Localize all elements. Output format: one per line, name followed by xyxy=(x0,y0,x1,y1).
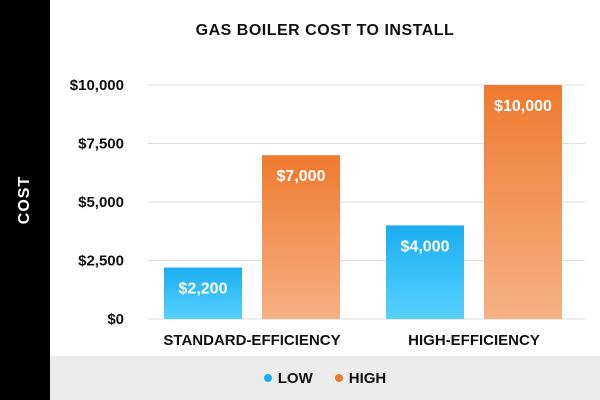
data-label: $4,000 xyxy=(401,238,450,255)
legend-item-high: HIGH xyxy=(334,369,387,387)
legend-label-low: LOW xyxy=(277,369,313,387)
bar-chart: $0 $2,500 $5,000 $7,500 $10,000 $2,200 $7,000 S… xyxy=(70,77,585,349)
legend-swatch-low xyxy=(263,374,272,382)
y-tick-label: $5,000 xyxy=(78,194,124,211)
data-label: $10,000 xyxy=(494,98,552,115)
legend-label-high: HIGH xyxy=(348,369,387,387)
x-category-label: HIGH-EFFICIENCY xyxy=(408,332,540,349)
chart-title: GAS BOILER COST TO INSTALL xyxy=(195,22,455,39)
x-category-label: STANDARD-EFFICIENCY xyxy=(163,332,340,349)
legend: LOW HIGH xyxy=(50,356,600,400)
bar-high xyxy=(484,85,562,319)
y-tick-label: $10,000 xyxy=(70,77,124,94)
y-tick-label: $0 xyxy=(107,311,124,328)
y-tick-label: $7,500 xyxy=(78,136,124,153)
legend-swatch-high xyxy=(334,374,343,382)
bar-high xyxy=(262,155,340,319)
y-axis-label-panel: COST xyxy=(0,0,50,400)
bar-low xyxy=(386,225,464,319)
data-label: $7,000 xyxy=(277,168,326,185)
legend-item-low: LOW xyxy=(263,369,313,387)
data-label: $2,200 xyxy=(179,281,228,298)
y-tick-label: $2,500 xyxy=(78,253,124,270)
bar-low xyxy=(164,267,242,319)
